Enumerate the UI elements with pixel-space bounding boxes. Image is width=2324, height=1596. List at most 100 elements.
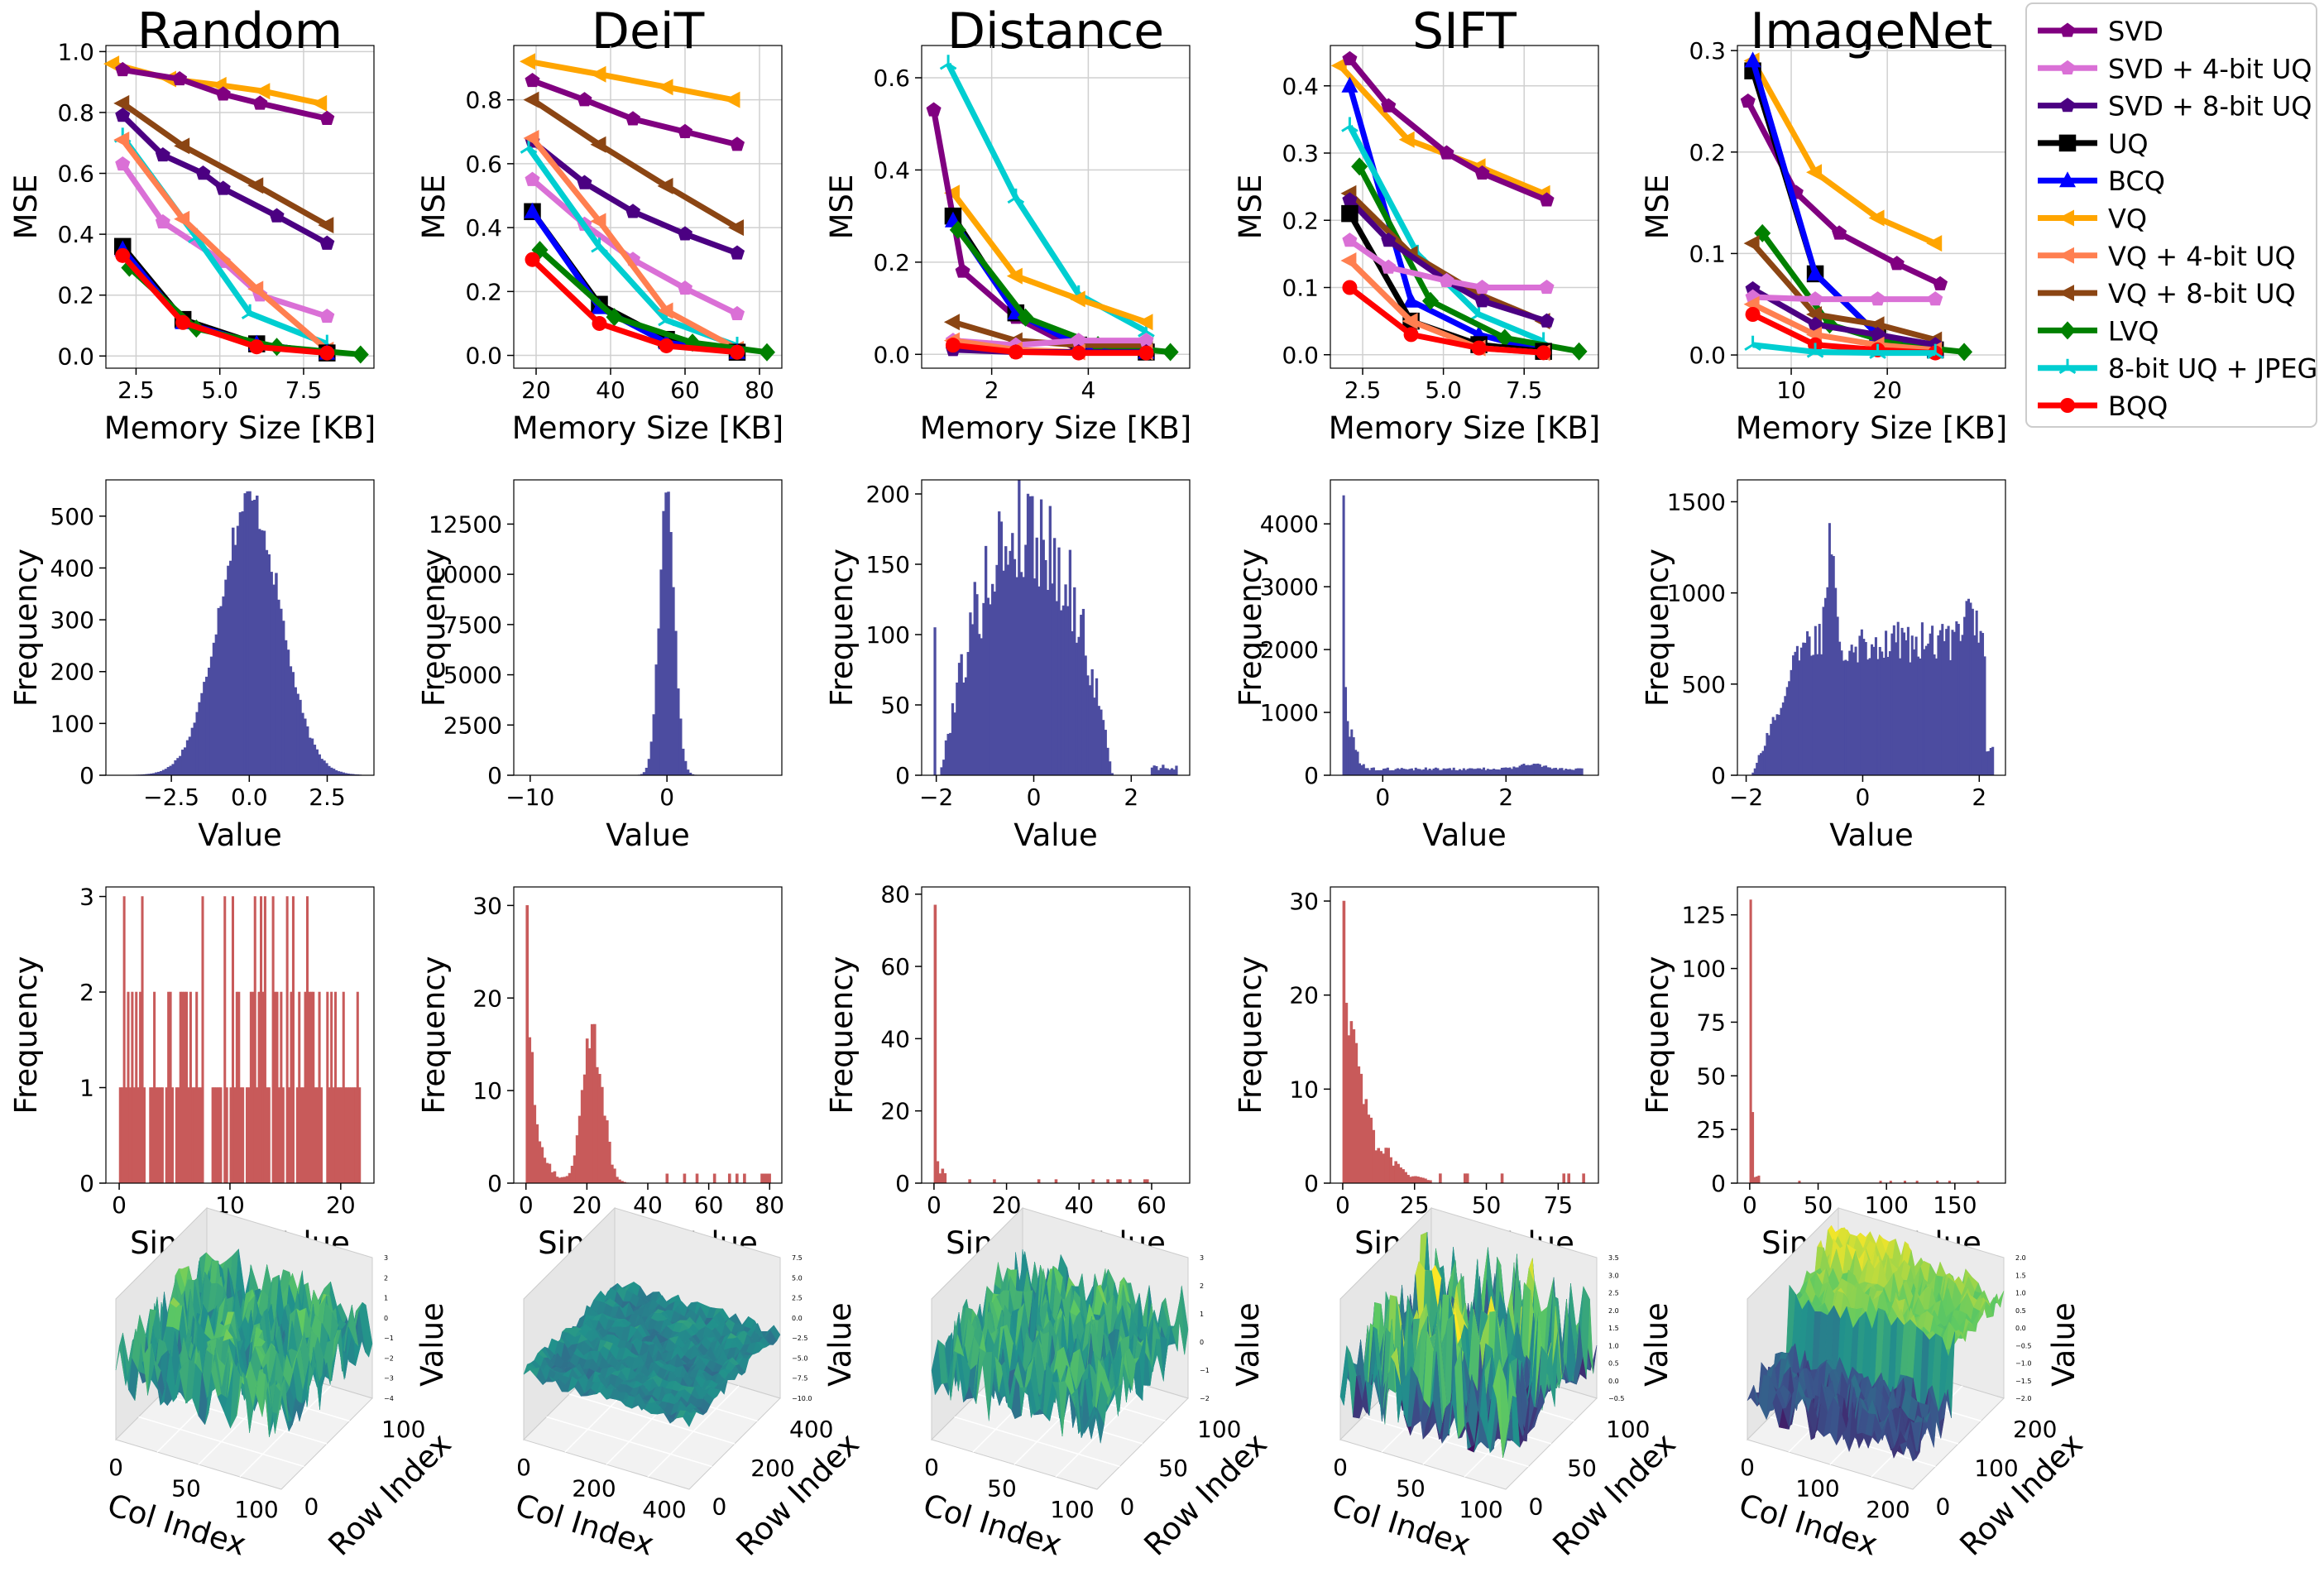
hist-bar [1445, 769, 1448, 776]
hist-bar [1518, 765, 1521, 776]
hist-bar [149, 1087, 152, 1184]
series-line [952, 342, 1147, 357]
surface-mesh [523, 1282, 781, 1428]
hist-bar [1963, 616, 1967, 776]
hist-bar [1101, 720, 1105, 776]
hist-bar [175, 1087, 178, 1184]
marker-pentagon [172, 70, 188, 86]
hist-bar [267, 1087, 271, 1184]
legend-entry: BCQ [2038, 165, 2165, 197]
surface-facet [1090, 1406, 1101, 1444]
hist-bar [1767, 735, 1771, 776]
hist-bar [1856, 662, 1860, 776]
hist-bar [1981, 633, 1985, 776]
axes-frame [1330, 45, 1599, 369]
marker-circle [592, 315, 607, 331]
legend-entry: UQ [2038, 128, 2149, 160]
column-title: SIFT [1412, 2, 1517, 60]
y-tick-label: 1000 [1667, 580, 1726, 607]
x-axis-label: Memory Size [KB] [512, 410, 783, 446]
hist-bar [1349, 1021, 1354, 1184]
hist-bar [135, 991, 138, 1184]
hist-bar [1378, 769, 1382, 776]
hist-bar [334, 991, 338, 1184]
y-tick-label: 0 [79, 762, 94, 789]
hist-bar [1507, 768, 1510, 776]
hist-bar [1548, 767, 1551, 776]
hist-bar [597, 1074, 601, 1184]
hist-bar [999, 521, 1004, 776]
y-tick-label: 100 [381, 1416, 425, 1443]
y-tick-label: 50 [880, 692, 910, 719]
hist-bar [291, 672, 295, 776]
hist-bar [151, 1087, 154, 1184]
z-tick-label: 3 [384, 1254, 388, 1262]
legend-label: SVD + 8-bit UQ [2108, 91, 2312, 122]
hist-bar [1582, 1173, 1585, 1184]
hist-bar [1753, 768, 1756, 776]
x-tick-label: 2 [1498, 784, 1513, 811]
hist-bar [207, 668, 211, 776]
hist-bar [558, 1177, 562, 1184]
hist-bar [1784, 696, 1787, 776]
hist-bar [1352, 737, 1355, 776]
hist-bar [272, 584, 276, 776]
z-tick-label: 1.0 [1608, 1342, 1619, 1349]
hist-bar [352, 1087, 355, 1184]
marker-triangle-left [113, 132, 130, 149]
marker-pentagon [215, 86, 231, 101]
hist-bar [1579, 768, 1582, 776]
hist-bar [219, 606, 223, 776]
hist-bar [1512, 766, 1516, 776]
hist-bar [1100, 709, 1103, 776]
hist-bar [187, 1087, 190, 1184]
hist-bar [304, 991, 307, 1184]
hist-bar [291, 896, 295, 1184]
hist-bar [323, 760, 326, 776]
axes-frame [1737, 45, 2006, 369]
hist-bar [1399, 1167, 1402, 1184]
marker-diamond [1017, 308, 1034, 327]
hist-bar [276, 991, 279, 1184]
hist-bar [674, 630, 678, 776]
hist-bar [1751, 1112, 1755, 1184]
hist-bar [212, 642, 216, 776]
hist-bar [980, 638, 983, 776]
hist-bar [940, 767, 943, 776]
hist-bar [301, 712, 304, 776]
x-tick-label: 20 [326, 1191, 356, 1219]
column-title: ImageNet [1750, 2, 1992, 60]
hist-bar [1938, 630, 1942, 776]
hist-bar [1808, 636, 1811, 776]
hist-bar [1493, 769, 1496, 776]
hist-bar [1560, 768, 1564, 776]
hist-bar [338, 1087, 341, 1184]
hist-bar [185, 991, 189, 1184]
hist-bar [295, 1087, 299, 1184]
y-tick-label: 2000 [1260, 636, 1319, 664]
y-tick-label: 30 [472, 892, 502, 919]
marker-tri [1806, 343, 1824, 358]
hist-bar [570, 1166, 574, 1184]
y-axis-label: MSE [1233, 175, 1268, 240]
hist-bar [654, 664, 659, 776]
marker-triangle-left [1340, 252, 1357, 269]
hist-bar [325, 763, 328, 776]
hist-bar [1035, 537, 1038, 776]
x-tick-label: 50 [987, 1475, 1017, 1503]
y-tick-label: 20 [1289, 982, 1319, 1009]
x-tick-label: 100 [1459, 1496, 1502, 1523]
hist-bar [1953, 631, 1956, 776]
x-tick-label: 0 [1856, 784, 1871, 811]
marker-triangle-left [1806, 306, 1823, 323]
x-tick-label: 40 [596, 376, 625, 404]
hist-bar [1428, 769, 1431, 776]
marker-pentagon [729, 305, 745, 321]
hist-bar [973, 582, 976, 776]
marker-circle [730, 344, 745, 360]
hist-bar [1053, 538, 1057, 776]
marker-pentagon [729, 245, 745, 260]
hist-bar [241, 511, 245, 776]
